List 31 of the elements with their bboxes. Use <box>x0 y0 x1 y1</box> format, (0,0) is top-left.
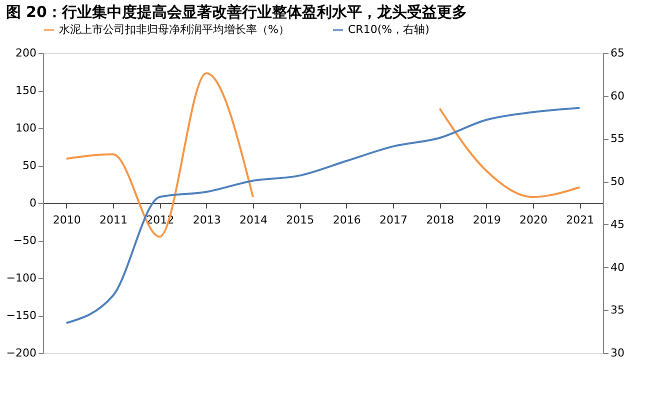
y-tick-label: −200 <box>6 346 36 360</box>
y2-tick-label: 45 <box>610 218 624 231</box>
x-tick-label: 2021 <box>566 214 594 226</box>
legend-label: CR10(%，右轴) <box>348 23 430 36</box>
y-tick-label: −100 <box>6 272 36 284</box>
y2-tick-label: 60 <box>610 89 624 102</box>
x-tick-label: 2018 <box>426 214 454 226</box>
x-tick-label: 2010 <box>52 214 81 226</box>
x-tick-label: 2014 <box>240 214 268 226</box>
y2-tick-label: 65 <box>610 46 624 60</box>
y-tick-label: 50 <box>22 159 36 172</box>
x-tick-label: 2013 <box>192 214 221 226</box>
legend-label: 水泥上市公司扣非归母净利润平均增长率（%） <box>59 23 290 36</box>
y2-tick-label: 30 <box>610 346 624 360</box>
chart-title: 图 20：行业集中度提高会显著改善行业整体盈利水平，龙头受益更多 <box>6 3 467 21</box>
y-tick-label: −150 <box>6 309 36 322</box>
x-tick-label: 2016 <box>332 214 361 226</box>
y-tick-label: 150 <box>16 84 36 97</box>
x-tick-label: 2011 <box>100 214 128 226</box>
x-tick-label: 2019 <box>472 214 501 226</box>
y-tick-label: 100 <box>16 122 36 134</box>
y2-tick-label: 50 <box>610 175 624 188</box>
x-tick-label: 2017 <box>380 214 408 226</box>
x-tick-label: 2020 <box>520 214 548 226</box>
y-tick-label: 200 <box>16 46 36 60</box>
y2-tick-label: 40 <box>610 260 624 274</box>
y2-tick-label: 35 <box>610 304 624 317</box>
y-tick-label: −50 <box>13 234 36 247</box>
y2-tick-label: 55 <box>610 132 624 146</box>
x-tick-label: 2015 <box>286 214 314 226</box>
y-tick-label: 0 <box>30 196 36 210</box>
